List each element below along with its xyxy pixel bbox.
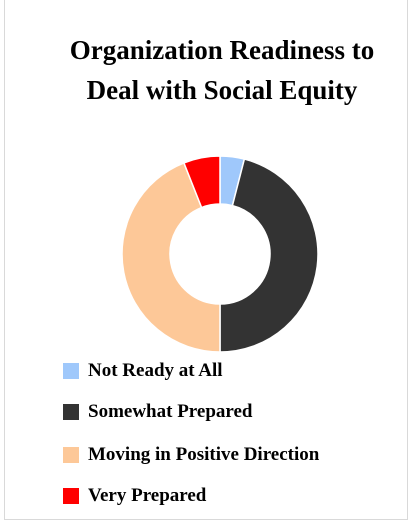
- legend-swatch: [63, 363, 79, 379]
- legend-item: Somewhat Prepared: [63, 400, 252, 424]
- donut-slice: [219, 158, 319, 353]
- legend-swatch: [63, 404, 79, 420]
- chart-title: Organization Readiness to Deal with Soci…: [69, 35, 375, 105]
- frame: [4, 0, 408, 520]
- legend-swatch: [63, 488, 79, 504]
- legend-swatch: [63, 447, 79, 463]
- donut-slice: [182, 155, 221, 209]
- legend-item: Not Ready at All: [63, 359, 223, 383]
- donut-slice: [121, 161, 221, 353]
- legend-label: Very Prepared: [88, 485, 207, 506]
- legend-label: Not Ready at All: [88, 360, 223, 381]
- legend-label: Moving in Positive Direction: [88, 444, 320, 465]
- legend-item: Moving in Positive Direction: [63, 443, 319, 467]
- legend-item: Very Prepared: [63, 484, 206, 508]
- legend-label: Somewhat Prepared: [88, 401, 253, 422]
